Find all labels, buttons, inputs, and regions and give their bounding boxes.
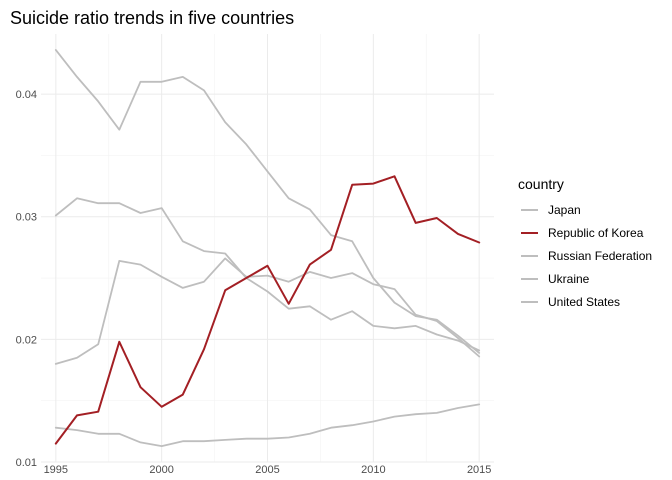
y-tick-label: 0.03 — [16, 212, 37, 224]
legend-title: country — [518, 176, 564, 192]
x-tick-label: 1995 — [44, 464, 68, 476]
series-line-ukraine — [54, 197, 481, 352]
grid — [41, 34, 494, 463]
y-tick-label: 0.02 — [16, 334, 37, 346]
chart-title: Suicide ratio trends in five countries — [10, 8, 294, 28]
y-axis: 0.01 0.02 0.03 0.04 — [16, 89, 37, 469]
x-tick-label: 2000 — [149, 464, 173, 476]
legend-label-japan: Japan — [548, 203, 581, 217]
x-tick-label: 2010 — [361, 464, 385, 476]
x-axis: 1995 2000 2005 2010 2015 — [44, 464, 492, 476]
legend: country Japan Republic of Korea Russian Fe… — [518, 176, 652, 309]
series-line-japan — [54, 257, 481, 365]
legend-label-russian-federation: Russian Federation — [548, 249, 652, 263]
legend-label-ukraine: Ukraine — [548, 272, 590, 286]
legend-label-republic-of-korea: Republic of Korea — [548, 226, 644, 240]
series-line-russian-federation — [54, 49, 481, 354]
y-tick-label: 0.04 — [16, 89, 37, 101]
x-tick-label: 2005 — [255, 464, 279, 476]
y-tick-label: 0.01 — [16, 457, 37, 469]
series-line-united-states — [54, 403, 481, 448]
series-lines — [54, 49, 481, 448]
x-tick-label: 2015 — [467, 464, 491, 476]
legend-label-united-states: United States — [548, 295, 620, 309]
series-line-republic-of-korea — [54, 175, 481, 445]
